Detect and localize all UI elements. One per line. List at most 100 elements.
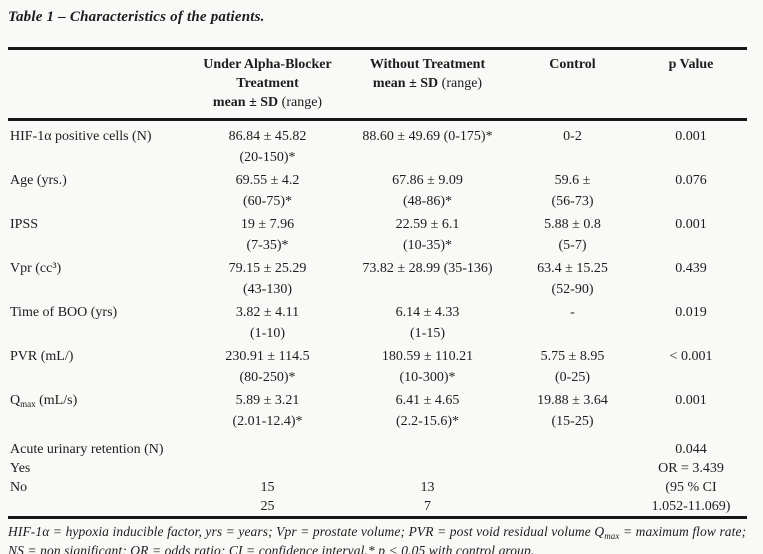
cell-line: 5.88 ± 0.8: [544, 217, 601, 232]
row-pvr: PVR (mL/) 230.91 ± 114.5 (80-250)* 180.5…: [8, 346, 747, 390]
cell-alpha-blocker: [190, 459, 345, 478]
cell-line: 6.41 ± 4.65: [395, 393, 460, 408]
cell-line: 19 ± 7.96: [240, 217, 295, 232]
cell-pvalue: 0.001: [635, 120, 747, 171]
cell-line: 88.60 ± 49.69 (0-175)*: [362, 129, 493, 144]
cell-line: 0.001: [675, 217, 707, 232]
cell-pvalue: 0.001: [635, 214, 747, 258]
header-col-without-treatment: Without Treatment mean ± SD (range): [345, 49, 510, 120]
row-label: Time of BOO (yrs): [10, 305, 118, 320]
patients-characteristics-table: Under Alpha-Blocker Treatment mean ± SD …: [8, 47, 747, 519]
footnote-text: HIF-1α = hypoxia inducible factor, yrs =…: [8, 524, 605, 539]
cell-alpha-blocker: [190, 434, 345, 459]
cell-without-treatment: 180.59 ± 110.21 (10-300)*: [345, 346, 510, 390]
footnote-text: = maximum flow rate;: [619, 524, 747, 539]
cell-line: 79.15 ± 25.29: [228, 261, 307, 276]
cell-alpha-blocker: 19 ± 7.96 (7-35)*: [190, 214, 345, 258]
cell-alpha-blocker: 86.84 ± 45.82 (20-150)*: [190, 120, 345, 171]
cell-control: [510, 497, 635, 518]
cell-line: (7-35)*: [246, 238, 289, 253]
cell-line: 86.84 ± 45.82: [228, 129, 307, 144]
footnote-line-2: NS = non significant; OR = odds ratio; C…: [8, 543, 535, 554]
cell-without-treatment: 13: [420, 480, 435, 495]
footnote-line-1: HIF-1α = hypoxia inducible factor, yrs =…: [8, 522, 747, 541]
cell-pvalue: 0.044: [675, 442, 707, 457]
row-acute-urinary-retention: Acute urinary retention (N) 0.044: [8, 434, 747, 459]
qmax-subscript: max: [20, 399, 36, 409]
row-label: Acute urinary retention (N): [10, 442, 164, 457]
cell-without-treatment: 67.86 ± 9.09 (48-86)*: [345, 170, 510, 214]
cell-line: (56-73): [551, 194, 594, 209]
cell-control: 59.6 ± (56-73): [510, 170, 635, 214]
cell-control: 0-2: [510, 120, 635, 171]
cell-line: 0.439: [675, 261, 707, 276]
row-label: Qmax (mL/s): [8, 390, 190, 434]
row-label: [8, 497, 190, 518]
cell-alpha-blocker: 25: [260, 499, 275, 514]
cell-control: 63.4 ± 15.25 (52-90): [510, 258, 635, 302]
cell-line: 69.55 ± 4.2: [235, 173, 300, 188]
row-qmax: Qmax (mL/s) 5.89 ± 3.21 (2.01-12.4)* 6.4…: [8, 390, 747, 434]
cell-line: 59.6 ±: [554, 173, 591, 188]
cell-without-treatment: 73.82 ± 28.99 (35-136): [345, 258, 510, 302]
header-mean-sd: mean ± SD: [372, 76, 442, 91]
cell-line: 5.75 ± 8.95: [540, 349, 605, 364]
cell-line: 67.86 ± 9.09: [392, 173, 463, 188]
row-yes: Yes OR = 3.439: [8, 459, 747, 478]
row-time-of-boo: Time of BOO (yrs) 3.82 ± 4.11 (1-10) 6.1…: [8, 302, 747, 346]
cell-line: 0.019: [675, 305, 707, 320]
cell-without-treatment: 6.14 ± 4.33 (1-15): [345, 302, 510, 346]
cell-line: (48-86)*: [403, 194, 452, 209]
row-label: IPSS: [10, 217, 39, 232]
cell-line: 0-2: [563, 129, 582, 144]
cell-line: 230.91 ± 114.5: [225, 349, 310, 364]
cell-pvalue: 1.052-11.069): [651, 499, 731, 514]
cell-control: 19.88 ± 3.64 (15-25): [510, 390, 635, 434]
row-ipss: IPSS 19 ± 7.96 (7-35)* 22.59 ± 6.1 (10-3…: [8, 214, 747, 258]
cell-pvalue: OR = 3.439: [658, 461, 724, 476]
row-label: No: [10, 480, 28, 495]
cell-line: 0.001: [675, 129, 707, 144]
header-row: Under Alpha-Blocker Treatment mean ± SD …: [8, 48, 747, 120]
cell-alpha-blocker: 15: [260, 480, 275, 495]
header-range: (range): [281, 95, 323, 110]
cell-pvalue: 0.439: [635, 258, 747, 302]
row-vpr: Vpr (cc³) 79.15 ± 25.29 (43-130) 73.82 ±…: [8, 258, 747, 302]
cell-without-treatment: [345, 459, 510, 478]
cell-line: (80-250)*: [239, 370, 296, 385]
header-mean-sd: mean ± SD: [212, 95, 282, 110]
cell-alpha-blocker: 3.82 ± 4.11 (1-10): [190, 302, 345, 346]
header-line: Without Treatment: [369, 57, 486, 72]
header-line: Under Alpha-Blocker: [203, 57, 332, 72]
cell-line: 63.4 ± 15.25: [537, 261, 608, 276]
cell-alpha-blocker: 230.91 ± 114.5 (80-250)*: [190, 346, 345, 390]
cell-line: (60-75)*: [243, 194, 292, 209]
row-hif1a: HIF-1α positive cells (N) 86.84 ± 45.82 …: [8, 120, 747, 171]
qmax-suffix: (mL/s): [35, 393, 78, 408]
cell-line: 0.001: [675, 393, 707, 408]
table-caption-text: – Characteristics of the patients.: [54, 9, 265, 25]
cell-line: (0-25): [555, 370, 590, 385]
cell-without-treatment: 22.59 ± 6.1 (10-35)*: [345, 214, 510, 258]
cell-control: 5.88 ± 0.8 (5-7): [510, 214, 635, 258]
table-header: Under Alpha-Blocker Treatment mean ± SD …: [8, 48, 747, 120]
row-label: Age (yrs.): [10, 173, 67, 188]
cell-alpha-blocker: 5.89 ± 3.21 (2.01-12.4)*: [190, 390, 345, 434]
row-label: Yes: [10, 461, 31, 476]
cell-line: (43-130): [243, 282, 292, 297]
cell-line: 5.89 ± 3.21: [235, 393, 300, 408]
cell-line: (2.2-15.6)*: [396, 414, 459, 429]
cell-pvalue: (95 % CI: [665, 480, 717, 495]
header-empty-cell: [8, 49, 190, 120]
header-range: (range): [441, 76, 483, 91]
header-col-alpha-blocker: Under Alpha-Blocker Treatment mean ± SD …: [190, 49, 345, 120]
cell-line: 22.59 ± 6.1: [395, 217, 460, 232]
cell-line: 19.88 ± 3.64: [537, 393, 608, 408]
cell-without-treatment: [345, 434, 510, 459]
footnote: HIF-1α = hypoxia inducible factor, yrs =…: [8, 522, 747, 554]
cell-alpha-blocker: 69.55 ± 4.2 (60-75)*: [190, 170, 345, 214]
cell-control: 5.75 ± 8.95 (0-25): [510, 346, 635, 390]
cell-alpha-blocker: 79.15 ± 25.29 (43-130): [190, 258, 345, 302]
table-caption-label: Table 1: [8, 9, 55, 25]
cell-line: (2.01-12.4)*: [232, 414, 303, 429]
